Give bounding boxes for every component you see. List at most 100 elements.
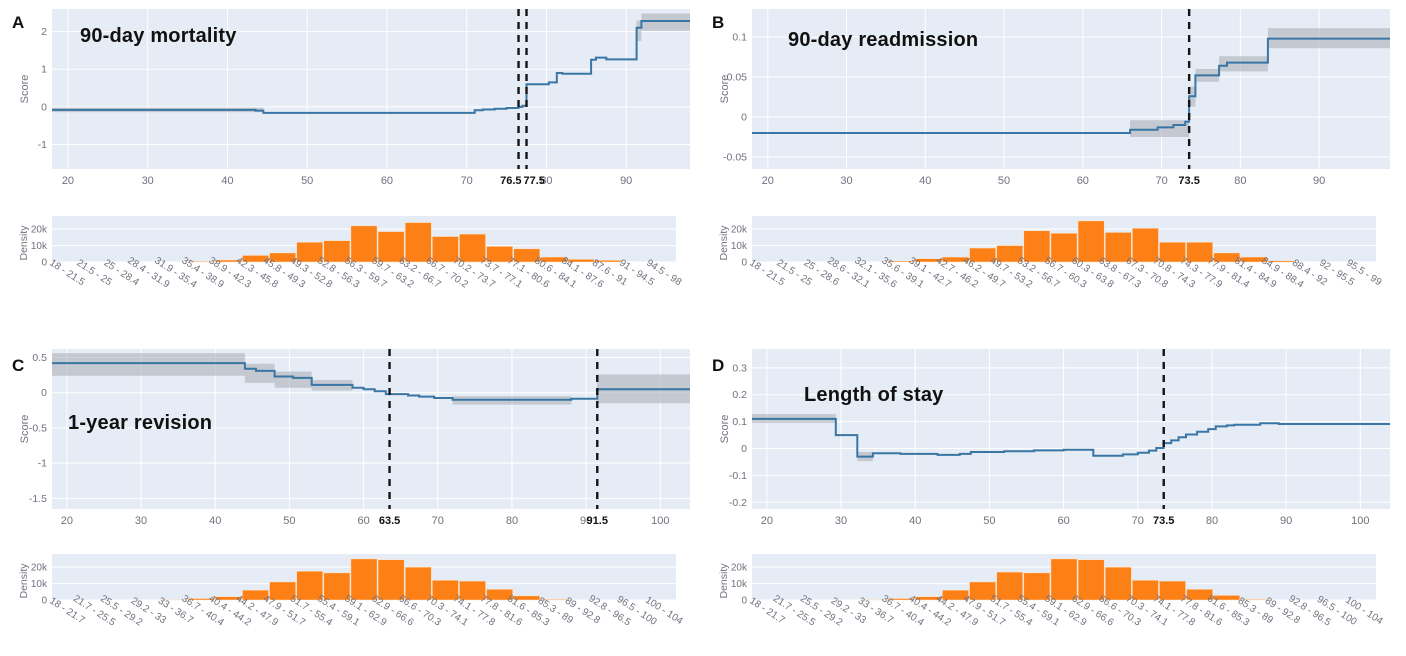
svg-text:Score: Score (719, 415, 731, 444)
svg-text:0: 0 (741, 443, 747, 455)
svg-text:20: 20 (762, 175, 774, 187)
svg-text:Score: Score (719, 75, 731, 104)
svg-text:90: 90 (580, 515, 592, 527)
panel-d-letter: D (712, 356, 725, 375)
panel-d-title: Length of stay (804, 384, 944, 406)
svg-text:0: 0 (741, 596, 747, 607)
svg-text:Density: Density (718, 563, 730, 599)
panel-b-title: 90-day readmission (788, 29, 979, 51)
svg-text:60: 60 (1057, 515, 1069, 527)
svg-text:50: 50 (998, 175, 1010, 187)
svg-text:10k: 10k (31, 241, 48, 252)
svg-text:-1: -1 (38, 139, 47, 151)
svg-text:70: 70 (1155, 175, 1167, 187)
svg-text:0: 0 (41, 258, 47, 269)
svg-text:90: 90 (1313, 175, 1325, 187)
svg-text:80: 80 (1234, 175, 1246, 187)
svg-text:40: 40 (209, 515, 221, 527)
svg-text:Score: Score (19, 415, 31, 444)
panel-c-letter: C (12, 356, 25, 375)
svg-text:Density: Density (718, 225, 730, 261)
svg-text:40: 40 (909, 515, 921, 527)
svg-text:20: 20 (761, 515, 773, 527)
svg-text:70: 70 (461, 175, 473, 187)
svg-text:30: 30 (142, 175, 154, 187)
svg-text:100: 100 (1351, 515, 1369, 527)
panel-a-title: 90-day mortality (80, 25, 237, 47)
svg-text:2: 2 (41, 26, 47, 38)
panel-c: C 1-year revision 20 30 40 50 60 70 80 90 100 -1.… (0, 328, 700, 656)
svg-text:Density: Density (18, 563, 30, 599)
svg-text:20: 20 (62, 175, 74, 187)
svg-text:10k: 10k (731, 241, 748, 252)
svg-text:70: 70 (1132, 515, 1144, 527)
svg-text:100: 100 (651, 515, 669, 527)
svg-text:50: 50 (301, 175, 313, 187)
svg-text:50: 50 (983, 515, 995, 527)
svg-text:-0.5: -0.5 (29, 422, 47, 434)
svg-text:77.5: 77.5 (524, 175, 545, 187)
svg-text:63.5: 63.5 (379, 515, 400, 527)
svg-text:80: 80 (540, 175, 552, 187)
svg-text:90: 90 (1280, 515, 1292, 527)
panel-b-score-chart: 20 30 40 50 60 70 80 90 -0.05 0 0.05 0.1 73.5 Score (719, 9, 1390, 187)
svg-text:20k: 20k (731, 563, 748, 574)
svg-text:0.2: 0.2 (732, 389, 747, 401)
svg-text:60: 60 (1077, 175, 1089, 187)
svg-text:80: 80 (1206, 515, 1218, 527)
svg-text:0.1: 0.1 (732, 32, 747, 44)
panel-d-score-chart: 20 30 40 50 60 70 80 90 100 -0.2 -0.1 0 0.1 0.2 0.3 73.… (719, 349, 1390, 527)
svg-text:73.5: 73.5 (1153, 515, 1174, 527)
svg-text:73.5: 73.5 (1178, 175, 1199, 187)
svg-text:0: 0 (741, 258, 747, 269)
svg-text:0.1: 0.1 (732, 416, 747, 428)
svg-text:0.05: 0.05 (727, 72, 748, 84)
svg-text:30: 30 (135, 515, 147, 527)
svg-text:10k: 10k (31, 579, 48, 590)
svg-text:-0.2: -0.2 (729, 497, 747, 509)
svg-text:76.5: 76.5 (500, 175, 521, 187)
panel-b: B 90-day readmission 20 30 40 50 60 70 80 90 -0.… (700, 0, 1406, 328)
panel-b-letter: B (712, 13, 725, 32)
svg-text:Density: Density (18, 225, 30, 261)
panel-c-score-chart: 20 30 40 50 60 70 80 90 100 -1.5 -1 -0.5 0 0.5 63.5 91.… (19, 349, 690, 527)
svg-text:20: 20 (61, 515, 73, 527)
svg-text:-1: -1 (38, 458, 47, 470)
svg-text:20k: 20k (31, 225, 48, 236)
svg-text:0: 0 (41, 387, 47, 399)
svg-text:0: 0 (41, 101, 47, 113)
svg-text:60: 60 (381, 175, 393, 187)
svg-text:0.5: 0.5 (32, 352, 47, 364)
svg-text:50: 50 (283, 515, 295, 527)
svg-text:20k: 20k (31, 563, 48, 574)
svg-text:10k: 10k (731, 579, 748, 590)
svg-text:20k: 20k (731, 225, 748, 236)
svg-text:0: 0 (741, 112, 747, 124)
svg-text:60: 60 (357, 515, 369, 527)
svg-text:40: 40 (919, 175, 931, 187)
svg-text:0: 0 (41, 596, 47, 607)
svg-text:0.3: 0.3 (732, 362, 747, 374)
svg-text:80: 80 (506, 515, 518, 527)
svg-text:-1.5: -1.5 (29, 493, 47, 505)
svg-text:Score: Score (19, 75, 31, 104)
panel-c-title: 1-year revision (68, 412, 213, 434)
panel-a-letter: A (12, 13, 25, 32)
svg-text:90: 90 (620, 175, 632, 187)
svg-text:30: 30 (835, 515, 847, 527)
svg-text:91.5: 91.5 (587, 515, 608, 527)
panel-a: A 90-day mortality 20 30 40 50 60 70 80 90 -1 0 1 2… (0, 0, 700, 328)
svg-text:70: 70 (432, 515, 444, 527)
svg-text:-0.05: -0.05 (723, 152, 747, 164)
svg-text:-0.1: -0.1 (729, 470, 747, 482)
panel-a-score-chart: 20 30 40 50 60 70 80 90 -1 0 1 2 76.5 77.5 Score (19, 9, 690, 187)
svg-text:40: 40 (221, 175, 233, 187)
panel-d: D Length of stay 20 30 40 50 60 70 80 90 100 -0.2… (700, 328, 1406, 656)
svg-text:30: 30 (840, 175, 852, 187)
svg-text:1: 1 (41, 64, 47, 76)
